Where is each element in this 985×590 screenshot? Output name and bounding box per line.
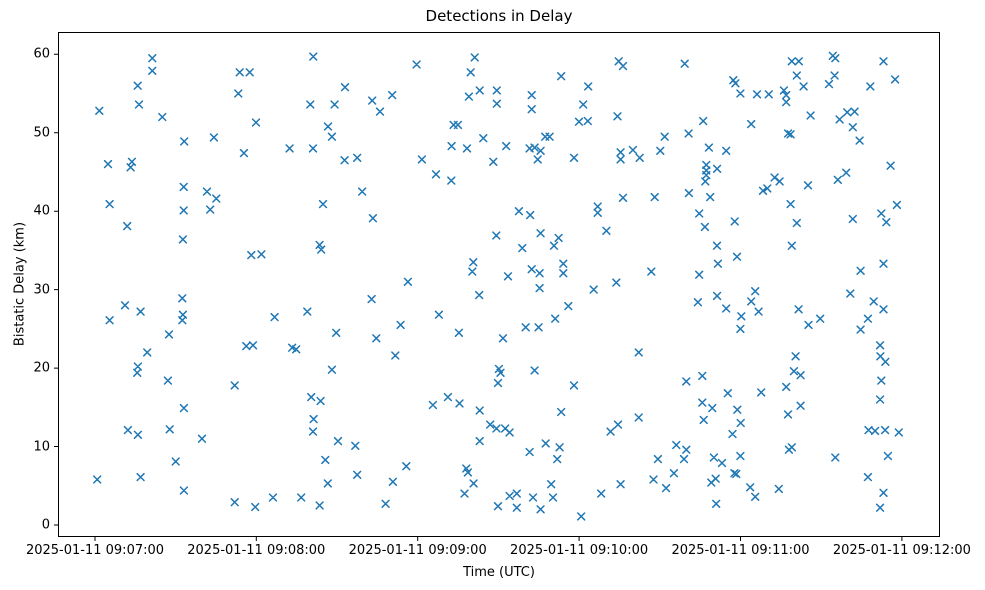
x-tick-label: 2025-01-11 09:10:00 xyxy=(510,543,649,558)
y-tick-label: 30 xyxy=(33,282,50,298)
x-tick-label: 2025-01-11 09:11:00 xyxy=(671,543,810,558)
x-tick-label: 2025-01-11 09:12:00 xyxy=(832,543,971,558)
x-tick-label: 2025-01-11 09:08:00 xyxy=(187,543,326,558)
x-tick-label: 2025-01-11 09:09:00 xyxy=(348,543,487,558)
y-tick-label: 40 xyxy=(33,203,50,219)
y-tick-label: 60 xyxy=(33,46,50,62)
x-axis-label: Time (UTC) xyxy=(463,565,535,580)
y-tick-label: 50 xyxy=(33,125,50,141)
y-axis-label: Bistatic Delay (km) xyxy=(12,221,28,347)
y-tick-label: 10 xyxy=(33,439,50,454)
chart-title: Detections in Delay xyxy=(425,7,573,25)
x-tick-label: 2025-01-11 09:07:00 xyxy=(25,543,165,558)
y-tick-label: 20 xyxy=(33,360,50,376)
y-tick-label: 0 xyxy=(41,517,50,533)
plot-area xyxy=(58,32,940,537)
